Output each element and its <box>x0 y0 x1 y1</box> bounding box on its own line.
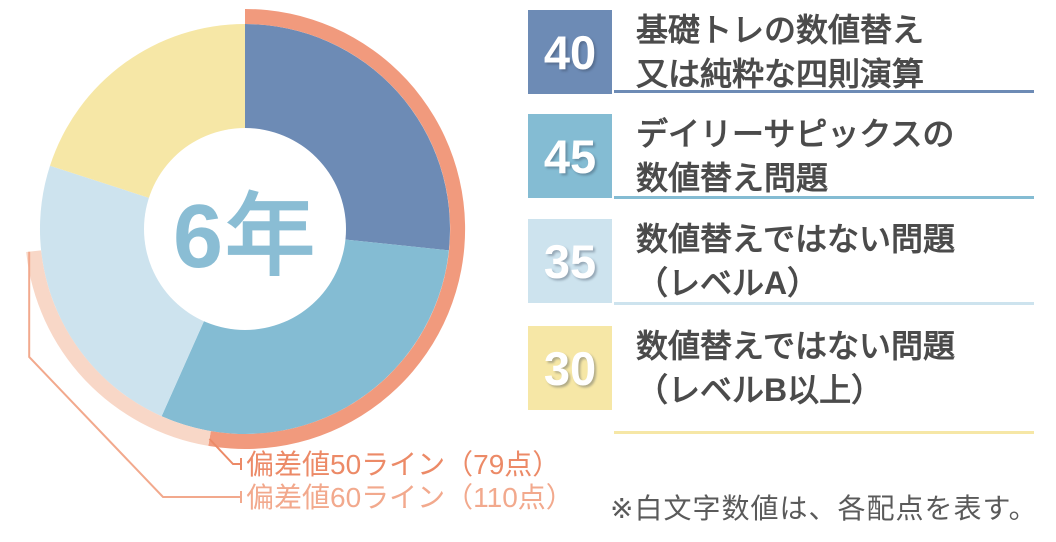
legend-label-2-line1: デイリーサピックスの <box>636 116 955 152</box>
legend: 40 基礎トレの数値替え 又は純粋な四則演算 45 デイリーサピックスの 数値替… <box>528 0 1034 542</box>
legend-item-3: 35 数値替えではない問題 （レベルA） <box>528 219 1034 305</box>
legend-item-2: 45 デイリーサピックスの 数値替え問題 <box>528 114 1034 200</box>
legend-label-4: 数値替えではない問題 （レベルB以上） <box>636 324 955 412</box>
legend-label-2: デイリーサピックスの 数値替え問題 <box>636 112 954 200</box>
legend-label-1-line2: 又は純粋な四則演算 <box>636 56 925 92</box>
threshold-arc-2 <box>26 250 211 446</box>
legend-label-3-line1: 数値替えではない問題 <box>636 221 956 257</box>
legend-underline-1 <box>614 90 1034 93</box>
donut-hole <box>144 128 346 330</box>
legend-label-4-line1: 数値替えではない問題 <box>636 328 956 364</box>
legend-label-3-line2: （レベルA） <box>636 265 820 301</box>
legend-label-4-line2: （レベルB以上） <box>636 372 884 408</box>
leader-line-50 <box>208 438 242 470</box>
footnote: ※白文字数値は、各配点を表す。 <box>610 493 1038 524</box>
legend-label-1: 基礎トレの数値替え 又は純粋な四則演算 <box>636 8 924 96</box>
legend-underline-3 <box>614 302 1034 305</box>
legend-item-4: 30 数値替えではない問題 （レベルB以上） <box>528 326 1034 412</box>
legend-value-4: 30 <box>543 341 597 395</box>
legend-value-box-4: 30 <box>528 326 612 410</box>
legend-value-box-2: 45 <box>528 114 612 198</box>
legend-value-3: 35 <box>543 234 597 288</box>
chart-center-label: 6年 <box>172 187 318 287</box>
legend-value-1: 40 <box>543 25 597 79</box>
legend-underline-2 <box>614 196 1034 199</box>
leader-line-60 <box>28 251 242 503</box>
legend-item-1: 40 基礎トレの数値替え 又は純粋な四則演算 <box>528 10 1034 96</box>
donut-chart <box>26 8 466 503</box>
threshold-label-60: 偏差値60ライン（110点） <box>246 482 574 513</box>
legend-label-3: 数値替えではない問題 （レベルA） <box>636 217 955 305</box>
legend-label-2-line2: 数値替え問題 <box>636 160 829 196</box>
legend-underline-4 <box>614 431 1034 434</box>
threshold-label-50: 偏差値50ライン（79点） <box>246 449 561 480</box>
legend-label-1-line1: 基礎トレの数値替え <box>636 12 925 48</box>
legend-value-2: 45 <box>543 129 597 183</box>
legend-value-box-1: 40 <box>528 10 612 94</box>
legend-value-box-3: 35 <box>528 219 612 303</box>
